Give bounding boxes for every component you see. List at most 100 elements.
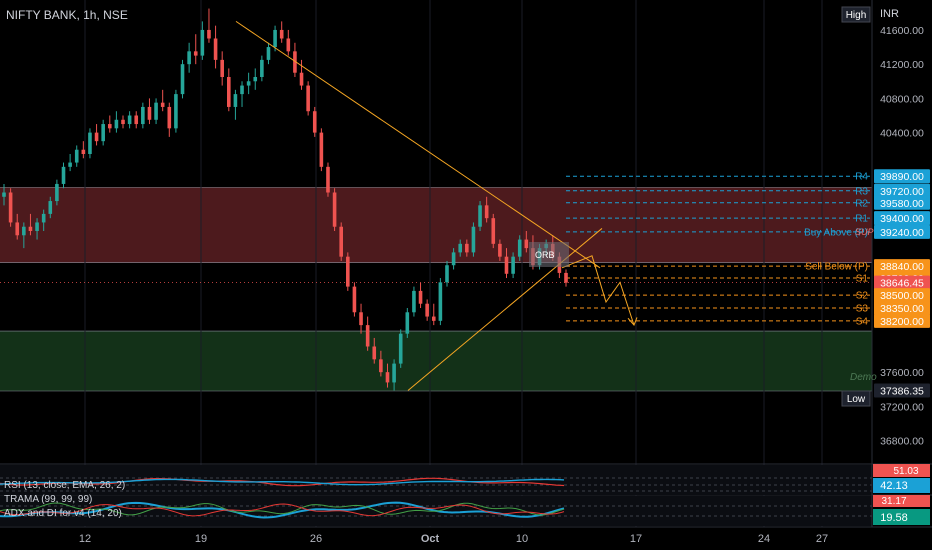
candle-body[interactable] [22, 226, 26, 236]
price-badge-label: 39400.00 [880, 213, 924, 225]
candle-body[interactable] [286, 38, 291, 52]
candle-body[interactable] [127, 115, 132, 125]
candle-body[interactable] [180, 64, 185, 95]
price-badge-label: 38350.00 [880, 303, 924, 315]
rsi-indicator-label[interactable]: RSI (13, close, EMA, 26, 2) [4, 480, 125, 491]
candle-body[interactable] [101, 124, 105, 142]
candle-body[interactable] [484, 205, 489, 219]
candle-body[interactable] [372, 346, 377, 360]
candle-body[interactable] [385, 372, 390, 383]
rsi-badge [873, 478, 930, 493]
candle-body[interactable] [392, 363, 396, 383]
candle-body[interactable] [141, 106, 145, 125]
candle-body[interactable] [339, 226, 343, 257]
candle-body[interactable] [187, 51, 191, 65]
candle-body[interactable] [306, 85, 310, 112]
candle-body[interactable] [293, 51, 297, 73]
candle-body[interactable] [332, 192, 337, 227]
candle-body[interactable] [81, 149, 86, 154]
candle-body[interactable] [299, 72, 304, 86]
candle-body[interactable] [445, 265, 449, 283]
candle-body[interactable] [346, 256, 350, 287]
candle-body[interactable] [15, 222, 20, 236]
candle-body[interactable] [266, 47, 271, 60]
candle-body[interactable] [478, 205, 482, 227]
pivot-label-7: S2 [856, 291, 869, 302]
candle-body[interactable] [312, 111, 317, 133]
candle-body[interactable] [55, 183, 59, 202]
candle-body[interactable] [154, 102, 158, 120]
price-badge-label: 38646.45 [880, 278, 924, 290]
candle-body[interactable] [2, 192, 6, 197]
candle-body[interactable] [471, 226, 476, 253]
candle-body[interactable] [167, 106, 172, 129]
time-axis[interactable]: 12 19 26 Oct 10 17 24 27 [0, 526, 932, 550]
price-tick-label: 36800.00 [880, 436, 924, 448]
candle-body[interactable] [121, 119, 125, 125]
candle-body[interactable] [524, 239, 529, 249]
candles-layer[interactable] [2, 8, 568, 391]
candle-body[interactable] [227, 77, 231, 107]
trama-indicator-label[interactable]: TRAMA (99, 99, 99) [4, 494, 92, 505]
up-trendline [407, 228, 603, 391]
candle-body[interactable] [240, 85, 244, 95]
candle-body[interactable] [193, 51, 198, 56]
candle-body[interactable] [359, 312, 363, 326]
candle-body[interactable] [398, 333, 403, 364]
candle-body[interactable] [431, 316, 436, 321]
candle-body[interactable] [41, 213, 46, 223]
candle-body[interactable] [200, 29, 205, 56]
candle-body[interactable] [458, 243, 463, 253]
candle-body[interactable] [260, 59, 264, 77]
candle-body[interactable] [451, 252, 456, 266]
candle-body[interactable] [564, 272, 568, 283]
candle-body[interactable] [273, 29, 277, 48]
candle-body[interactable] [418, 290, 423, 304]
candle-body[interactable] [319, 132, 324, 167]
candle-body[interactable] [88, 132, 92, 154]
symbol-title[interactable]: NIFTY BANK, 1h, NSE [6, 8, 128, 22]
candle-body[interactable] [246, 81, 251, 86]
candle-body[interactable] [213, 38, 218, 60]
candle-body[interactable] [412, 290, 416, 313]
candle-body[interactable] [28, 226, 33, 231]
candle-body[interactable] [107, 124, 112, 129]
candle-body[interactable] [326, 166, 330, 193]
candle-body[interactable] [147, 106, 152, 120]
candle-body[interactable] [438, 282, 443, 321]
adx-indicator-label[interactable]: ADX and DI for v4 (14, 20) [4, 508, 122, 519]
candle-body[interactable] [491, 218, 496, 244]
candle-body[interactable] [68, 162, 72, 167]
candle-body[interactable] [465, 243, 469, 253]
price-badge-label: 38840.00 [880, 261, 924, 273]
candle-body[interactable] [365, 325, 370, 347]
candle-body[interactable] [352, 286, 357, 313]
candle-body[interactable] [279, 29, 284, 39]
candle-body[interactable] [517, 239, 522, 257]
candle-body[interactable] [220, 59, 224, 77]
rsi-upper-badge [873, 464, 930, 477]
price-badge-label: 37386.35 [880, 385, 924, 397]
candle-body[interactable] [511, 256, 515, 274]
candle-body[interactable] [114, 119, 119, 129]
candle-body[interactable] [61, 166, 66, 184]
candle-body[interactable] [504, 256, 509, 274]
candle-body[interactable] [207, 29, 211, 39]
candle-body[interactable] [48, 201, 53, 214]
candle-body[interactable] [498, 243, 502, 257]
candle-body[interactable] [160, 102, 165, 107]
price-axis[interactable]: 41600.00 41200.00 40800.00 40400.00 39890.00… [871, 0, 932, 540]
candle-body[interactable] [405, 312, 410, 334]
candle-body[interactable] [253, 77, 258, 82]
candle-body[interactable] [94, 132, 99, 142]
candle-body[interactable] [379, 359, 383, 373]
candle-body[interactable] [233, 94, 238, 107]
candle-body[interactable] [74, 149, 79, 163]
candle-body[interactable] [8, 192, 13, 223]
demand-label: Demo [850, 372, 877, 383]
candle-body[interactable] [35, 222, 39, 231]
candle-body[interactable] [174, 94, 178, 129]
candle-body[interactable] [134, 115, 139, 125]
candle-body[interactable] [425, 303, 429, 317]
